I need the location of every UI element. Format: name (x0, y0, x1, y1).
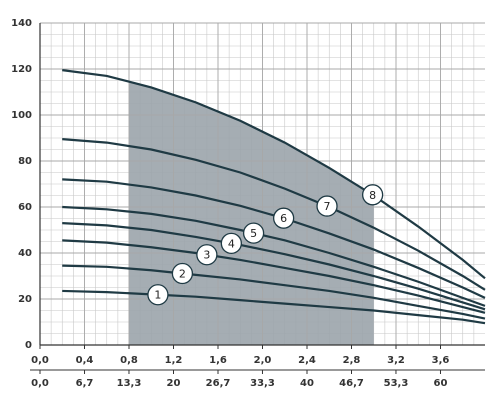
x-tick-label: 0,4 (76, 355, 94, 366)
x2-tick-label: 0,0 (31, 378, 49, 389)
pump-curve (62, 239, 486, 314)
x2-tick-label: 60 (434, 378, 448, 389)
x2-tick-label: 26,7 (206, 378, 231, 389)
curve-label-badge (242, 222, 265, 244)
y-tick-label: 60 (18, 202, 32, 213)
x2-tick-label: 33,3 (250, 378, 275, 389)
x-tick-label: 3,2 (387, 355, 405, 366)
curve-label: 1 (154, 289, 161, 302)
x2-tick-label: 46,7 (339, 378, 364, 389)
curve-label: 2 (179, 267, 186, 280)
y-tick-label: 0 (25, 340, 32, 351)
pump-curve (62, 264, 486, 320)
pump-curve (62, 222, 486, 311)
pump-curve (62, 69, 486, 280)
y-tick-label: 80 (18, 156, 32, 167)
x-tick-label: 2,8 (343, 355, 361, 366)
x-tick-label: 0,8 (120, 355, 138, 366)
curve-label-badge (316, 195, 338, 217)
x-tick-label: 1,6 (209, 355, 227, 366)
x2-tick-label: 20 (167, 378, 181, 389)
x-tick-label: 3,6 (432, 355, 450, 366)
curve-label-badge (147, 284, 169, 306)
x2-tick-label: 6,7 (76, 378, 94, 389)
curve-label: 5 (250, 227, 257, 240)
pump-curve (62, 289, 486, 325)
curve-label-badge (171, 262, 194, 285)
curve-label: 7 (324, 200, 331, 213)
curve-label-badge (220, 232, 243, 254)
curve-label: 6 (280, 212, 287, 225)
curve-label: 4 (228, 237, 235, 250)
x-tick-label: 0,0 (31, 355, 49, 366)
x-tick-label: 2,4 (298, 355, 316, 366)
curve-label-badge (272, 207, 295, 229)
y-tick-label: 100 (11, 110, 32, 121)
curve-label: 3 (203, 249, 210, 262)
y-tick-label: 140 (11, 18, 32, 29)
y-tick-label: 20 (18, 294, 32, 305)
curve-label: 8 (369, 189, 376, 202)
x2-tick-label: 13,3 (117, 378, 142, 389)
y-tick-label: 120 (11, 64, 32, 75)
x2-tick-label: 40 (300, 378, 314, 389)
y-tick-label: 40 (18, 248, 32, 259)
x-tick-label: 2,0 (254, 355, 272, 366)
x-tick-label: 1,2 (165, 355, 183, 366)
curve-label-badge (196, 244, 218, 266)
x2-tick-label: 53,3 (384, 378, 409, 389)
curve-label-badge (361, 184, 384, 206)
pump-curve (62, 138, 486, 291)
pump-curve (62, 205, 486, 307)
